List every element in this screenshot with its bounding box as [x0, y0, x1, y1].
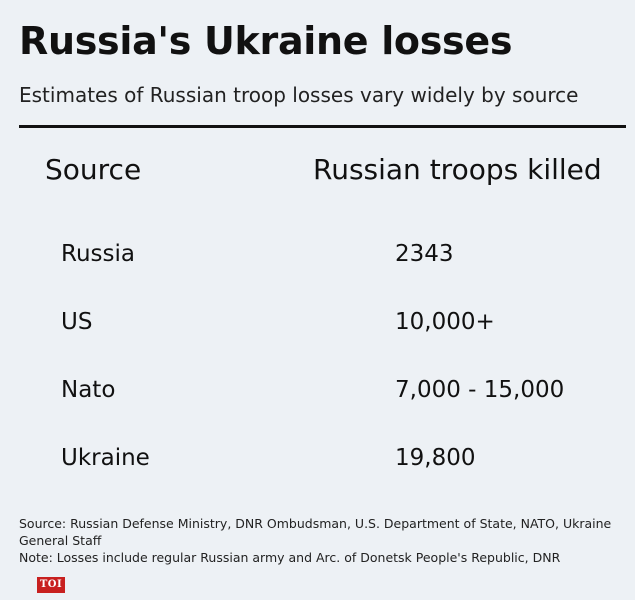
toi-logo: TOI [37, 577, 65, 593]
cell-source: Russia [61, 241, 135, 267]
cell-troops-killed: 19,800 [395, 445, 476, 471]
header-divider [19, 125, 626, 128]
table-row: Russia 2343 [0, 241, 635, 281]
cell-source: Nato [61, 377, 116, 403]
footnote: Note: Losses include regular Russian arm… [19, 550, 561, 565]
page-subtitle: Estimates of Russian troop losses vary w… [19, 83, 579, 107]
column-header-source: Source [45, 153, 142, 186]
cell-troops-killed: 10,000+ [395, 309, 495, 335]
source-note: Source: Russian Defense Ministry, DNR Om… [19, 516, 612, 548]
cell-troops-killed: 7,000 - 15,000 [395, 377, 565, 403]
cell-troops-killed: 2343 [395, 241, 454, 267]
table-row: Ukraine 19,800 [0, 445, 635, 485]
page-title: Russia's Ukraine losses [19, 19, 513, 63]
cell-source: US [61, 309, 93, 335]
cell-source: Ukraine [61, 445, 150, 471]
column-header-troops-killed: Russian troops killed [313, 153, 602, 186]
table-row: US 10,000+ [0, 309, 635, 349]
table-row: Nato 7,000 - 15,000 [0, 377, 635, 417]
